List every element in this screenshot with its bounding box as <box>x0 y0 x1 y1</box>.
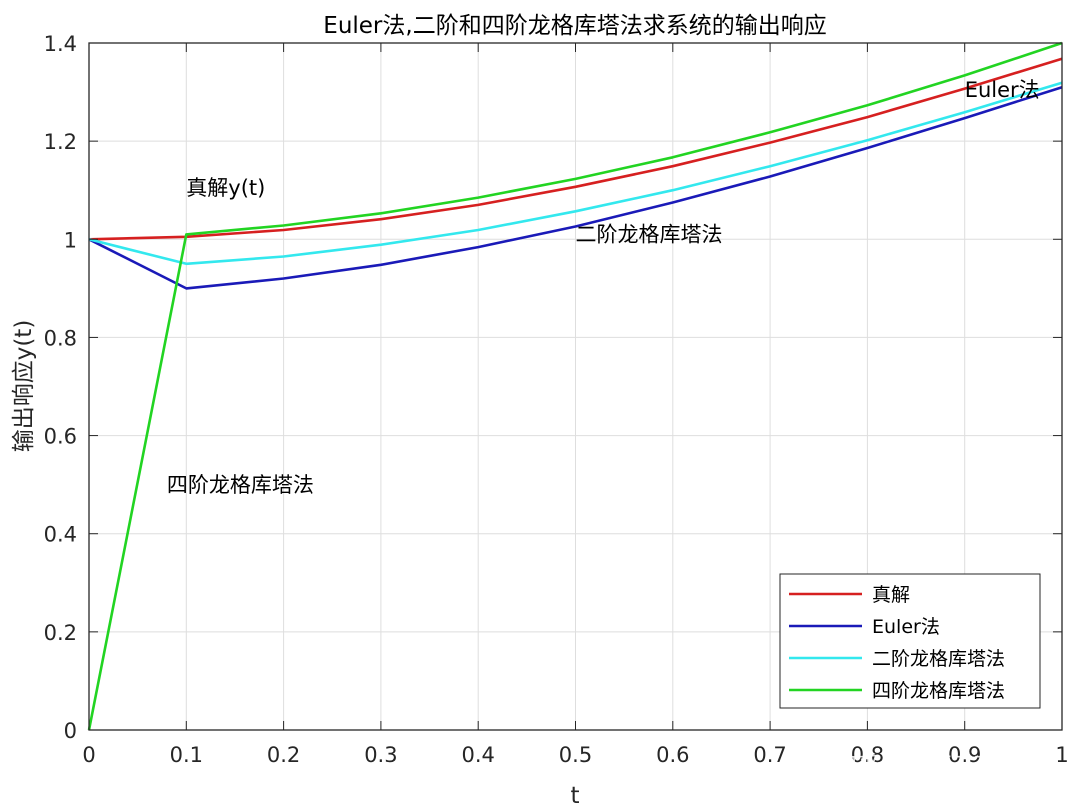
y-tick-label: 0.2 <box>44 621 77 645</box>
x-tick-labels: 0 0.1 0.2 0.3 0.4 0.5 0.6 0.7 0.8 0.9 1 <box>82 743 1068 767</box>
y-tick-labels: 0 0.2 0.4 0.6 0.8 1 1.2 1.4 <box>44 32 77 743</box>
y-axis-label: 输出响应y(t) <box>11 320 37 453</box>
x-tick-label: 0.9 <box>948 743 981 767</box>
chart-title: Euler法,二阶和四阶龙格库塔法求系统的输出响应 <box>323 13 826 39</box>
annotation-label: Euler法 <box>965 78 1040 102</box>
x-tick-label: 0.8 <box>851 743 884 767</box>
legend-label: 真解 <box>872 584 910 606</box>
annotation-label: 真解y(t) <box>186 176 265 200</box>
tick-marks <box>88 42 1063 731</box>
x-axis-label: t <box>570 783 579 809</box>
y-tick-label: 0.8 <box>44 326 77 350</box>
y-tick-label: 0.4 <box>44 523 77 547</box>
x-tick-label: 0.2 <box>267 743 300 767</box>
annotation-label: 四阶龙格库塔法 <box>167 473 314 497</box>
annotation-label: 二阶龙格库塔法 <box>576 223 723 247</box>
y-tick-label: 0.6 <box>44 425 77 449</box>
x-tick-label: 0.6 <box>656 743 689 767</box>
x-tick-label: 0.1 <box>170 743 203 767</box>
x-tick-label: 0.5 <box>559 743 592 767</box>
series-line-1 <box>88 85 1063 290</box>
series-line-3 <box>87 41 1063 731</box>
y-tick-label: 0 <box>64 719 77 743</box>
watermark: 知乎 @龙行天下2288 <box>835 754 1052 779</box>
legend-label: 二阶龙格库塔法 <box>872 648 1005 670</box>
x-tick-label: 0.7 <box>753 743 786 767</box>
x-tick-label: 0.3 <box>364 743 397 767</box>
legend-label: 四阶龙格库塔法 <box>872 680 1005 702</box>
series-lines <box>87 41 1063 731</box>
series-line-2 <box>88 81 1063 266</box>
x-tick-label: 0.4 <box>461 743 494 767</box>
y-tick-label: 1 <box>64 228 77 252</box>
x-tick-label: 0 <box>82 743 95 767</box>
legend-box <box>779 573 1041 709</box>
x-tick-label: 1 <box>1055 743 1068 767</box>
y-tick-label: 1.2 <box>44 130 77 154</box>
y-tick-label: 1.4 <box>44 32 77 56</box>
series-line-0 <box>88 57 1063 241</box>
legend-label: Euler法 <box>872 616 940 638</box>
